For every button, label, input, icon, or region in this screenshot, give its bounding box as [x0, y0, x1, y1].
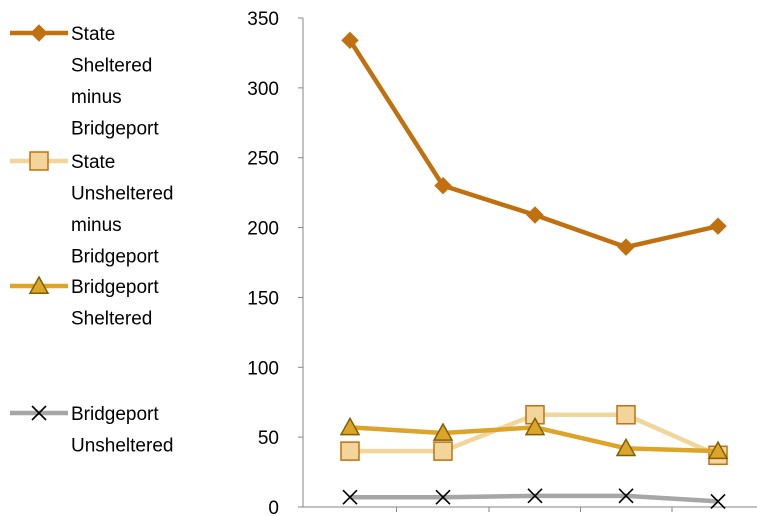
legend-marker	[28, 275, 50, 294]
data-point	[615, 437, 637, 457]
legend-label: State	[71, 24, 115, 45]
legend-marker	[29, 151, 49, 171]
data-point	[710, 493, 726, 509]
legend-label: minus	[71, 215, 122, 236]
data-point	[340, 441, 360, 461]
y-tick-label: 200	[247, 219, 279, 240]
legend-label: Sheltered	[71, 309, 152, 330]
legend-entry-0: State Sheltered minus Bridgeport	[10, 24, 159, 140]
data-point	[341, 31, 359, 50]
data-point	[342, 489, 358, 505]
legend-label: Bridgeport	[71, 247, 159, 268]
legend-label: minus	[71, 87, 122, 108]
y-tick-label: 350	[247, 9, 279, 30]
y-tick-label: 250	[247, 149, 279, 170]
data-point	[339, 416, 361, 436]
data-point	[435, 489, 451, 505]
y-tick-label: 150	[247, 288, 279, 309]
data-point	[617, 238, 635, 256]
data-point	[616, 405, 636, 425]
legend-label: Bridgeport	[71, 119, 159, 140]
data-point	[524, 416, 546, 436]
data-point	[526, 206, 544, 224]
y-tick-label: 0	[268, 498, 279, 516]
legend-label: Unsheltered	[71, 436, 173, 457]
legend-marker	[30, 24, 48, 42]
chart-series	[339, 31, 729, 509]
legend-entry-3: Bridgeport Unsheltered	[10, 404, 173, 457]
chart-axes: 0 50 100 150 200 250 300 350	[247, 9, 757, 516]
y-tick-label: 300	[247, 79, 279, 100]
y-tick-label: 100	[247, 358, 279, 379]
legend-label: State	[71, 152, 115, 173]
data-point	[527, 488, 543, 504]
legend-label: Bridgeport	[71, 404, 159, 425]
data-point	[434, 176, 452, 195]
data-point	[433, 441, 453, 461]
legend-entry-2: Bridgeport Sheltered	[10, 275, 159, 330]
legend-label: Bridgeport	[71, 277, 159, 298]
data-point	[709, 217, 727, 235]
series-2	[339, 416, 729, 460]
chart-legend: State Sheltered minus Bridgeport State Unshel…	[10, 24, 173, 457]
series-3	[342, 488, 726, 509]
data-point	[618, 488, 634, 504]
series-0	[341, 31, 727, 256]
y-tick-label: 50	[258, 428, 279, 449]
data-point	[707, 440, 729, 460]
legend-label: Sheltered	[71, 56, 152, 77]
legend-entry-1: State Unsheltered minus Bridgeport	[10, 151, 173, 268]
legend-label: Unsheltered	[71, 184, 173, 205]
data-point	[432, 422, 454, 441]
legend-marker	[31, 405, 47, 421]
